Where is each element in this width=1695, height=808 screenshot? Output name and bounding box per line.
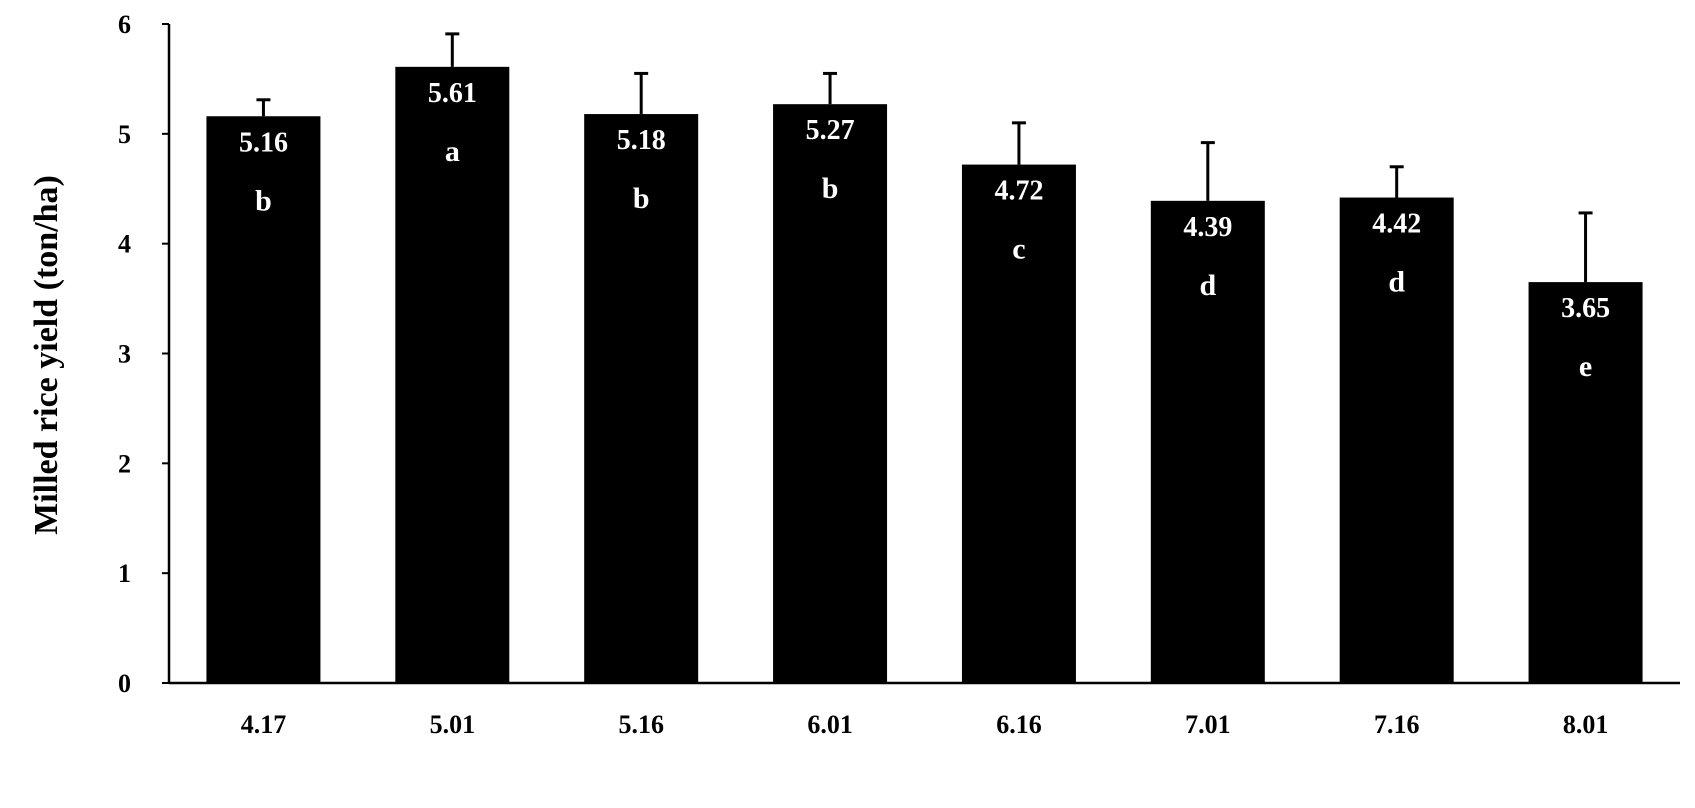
significance-letter: d bbox=[1199, 269, 1216, 302]
significance-letter: b bbox=[633, 182, 650, 215]
bar bbox=[773, 104, 888, 683]
bar-value-label: 5.61 bbox=[428, 78, 477, 109]
bar bbox=[395, 66, 510, 683]
error-bars bbox=[256, 32, 1593, 283]
axes bbox=[167, 24, 1680, 685]
significance-letter: a bbox=[445, 135, 460, 168]
y-tick-label: 6 bbox=[118, 10, 131, 39]
bar bbox=[1150, 200, 1265, 683]
bar-value-label: 5.18 bbox=[617, 125, 666, 156]
x-tick-label: 5.16 bbox=[618, 710, 664, 739]
bar-value-label: 4.39 bbox=[1183, 212, 1232, 243]
x-tick-label: 7.16 bbox=[1374, 710, 1420, 739]
bar-value-label: 3.65 bbox=[1561, 293, 1610, 324]
y-tick-label: 4 bbox=[118, 230, 131, 259]
y-tick-label: 5 bbox=[118, 120, 131, 149]
y-tick-label: 0 bbox=[118, 669, 131, 698]
y-tick-label: 3 bbox=[118, 340, 131, 369]
x-tick-label: 6.16 bbox=[996, 710, 1042, 739]
x-tick-label: 7.01 bbox=[1185, 710, 1231, 739]
x-tick-label: 6.01 bbox=[807, 710, 853, 739]
significance-letter: d bbox=[1388, 266, 1405, 299]
bar bbox=[961, 164, 1076, 683]
x-tick-label: 4.17 bbox=[241, 710, 287, 739]
bar-value-label: 4.42 bbox=[1372, 209, 1421, 240]
y-axis-ticks: 0 1 2 3 4 5 6 bbox=[118, 10, 169, 698]
significance-letter: c bbox=[1012, 233, 1025, 266]
bar bbox=[584, 114, 699, 683]
bar-value-label: 4.72 bbox=[994, 176, 1043, 207]
bar bbox=[1528, 282, 1643, 683]
bars bbox=[206, 66, 1643, 683]
x-tick-label: 5.01 bbox=[430, 710, 476, 739]
bar bbox=[206, 116, 321, 683]
y-tick-label: 1 bbox=[118, 559, 131, 588]
bar-value-label: 5.27 bbox=[806, 115, 855, 146]
significance-letter: b bbox=[255, 184, 272, 217]
bar-value-label: 5.16 bbox=[239, 127, 288, 158]
significance-letter: b bbox=[822, 172, 839, 205]
y-tick-label: 2 bbox=[118, 449, 131, 478]
bar bbox=[1339, 197, 1454, 683]
y-axis-title: Milled rice yield (ton/ha) bbox=[28, 175, 65, 535]
bar-labels: 5.16 b 5.61 a 5.18 b 5.27 b 4.72 c 4.39 d 4.42 d 3.65 e bbox=[239, 78, 1610, 383]
x-tick-label: 8.01 bbox=[1563, 710, 1609, 739]
x-axis-ticks: 4.17 5.01 5.16 6.01 6.16 7.01 7.16 8.01 bbox=[241, 710, 1609, 739]
significance-letter: e bbox=[1579, 350, 1592, 383]
